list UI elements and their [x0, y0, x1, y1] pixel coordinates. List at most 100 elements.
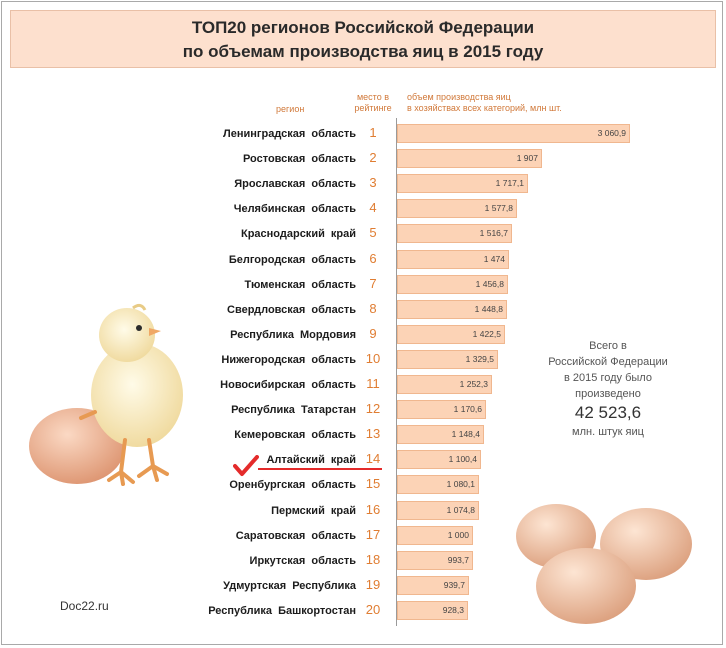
region-label: Краснодарский край — [240, 228, 356, 240]
region-label: Саратовская область — [235, 530, 356, 542]
rank-label: 19 — [365, 577, 381, 592]
rank-label: 17 — [365, 527, 381, 542]
region-label: Нижегородская область — [221, 354, 356, 366]
bar-value-label: 1 170,6 — [453, 404, 482, 414]
rank-label: 9 — [369, 326, 377, 341]
rank-label: 20 — [365, 602, 381, 617]
total-line-1: Всего в — [589, 340, 627, 352]
bar — [397, 325, 505, 344]
bar-value-label: 1 329,5 — [465, 354, 494, 364]
bar-value-label: 1 252,3 — [459, 379, 488, 389]
bar-value-label: 993,7 — [447, 555, 469, 565]
bar — [397, 300, 507, 319]
rank-label: 11 — [366, 376, 380, 391]
bar-value-label: 1 456,8 — [475, 279, 504, 289]
bar — [397, 400, 486, 419]
header-volume-line-1: объем производства яиц — [407, 92, 511, 102]
rank-label: 16 — [365, 502, 381, 517]
header-rank: место в рейтинге — [347, 92, 399, 114]
header-region: регион — [276, 104, 305, 114]
bar-value-label: 1 516,7 — [479, 228, 508, 238]
bar-value-label: 939,7 — [443, 580, 465, 590]
total-value: 42 523,6 — [574, 403, 642, 422]
bar-value-label: 3 060,9 — [597, 128, 626, 138]
header-rank-line-1: место в — [356, 92, 389, 102]
title-box: ТОП20 регионов Российской Федерации по о… — [10, 10, 716, 68]
region-label: Республика Мордовия — [230, 329, 356, 341]
bar-value-label: 1 907 — [516, 153, 538, 163]
bar-value-label: 1 577,8 — [484, 203, 513, 213]
source-label: Doc22.ru — [60, 599, 109, 613]
rank-label: 3 — [369, 175, 377, 190]
region-label: Оренбургская область — [229, 479, 356, 491]
region-label: Свердловская область — [227, 304, 356, 316]
bar — [397, 526, 473, 545]
bar — [397, 425, 484, 444]
bar-value-label: 1 717,1 — [495, 178, 524, 188]
bar — [397, 576, 469, 595]
bar — [397, 601, 468, 620]
bar — [397, 350, 498, 369]
region-label: Республика Башкортостан — [208, 605, 356, 617]
region-label: Пермский край — [271, 505, 356, 517]
bar — [397, 149, 542, 168]
bar — [397, 174, 528, 193]
region-label: Удмуртская Республика — [223, 580, 356, 592]
bar-value-label: 1 448,8 — [474, 304, 503, 314]
rank-label: 13 — [365, 426, 381, 441]
rank-label: 10 — [365, 351, 381, 366]
region-label: Иркутская область — [249, 555, 356, 567]
total-line-3: в 2015 году было — [564, 372, 652, 384]
region-label: Ярославская область — [234, 178, 356, 190]
bar — [397, 375, 492, 394]
checkmark-icon — [233, 455, 259, 476]
bar — [397, 475, 479, 494]
rank-label: 15 — [365, 476, 381, 491]
total-summary: Всего в Российской Федерации в 2015 году… — [528, 338, 688, 440]
region-label: Челябинская область — [233, 203, 356, 215]
bar-value-label: 1 074,8 — [446, 505, 475, 515]
region-label: Ленинградская область — [223, 128, 356, 140]
region-label: Тюменская область — [244, 279, 356, 291]
chick-icon — [29, 303, 183, 486]
region-label: Новосибирская область — [220, 379, 356, 391]
title-line-2: по объемам производства яиц в 2015 году — [182, 42, 544, 61]
bar — [397, 501, 479, 520]
header-rank-line-2: рейтинге — [354, 103, 392, 113]
rank-label: 4 — [369, 200, 377, 215]
bar-value-label: 1 100,4 — [448, 454, 477, 464]
bar — [397, 250, 509, 269]
region-label: Ростовская область — [242, 153, 356, 165]
rank-label: 2 — [369, 150, 377, 165]
chart-axis — [396, 118, 397, 626]
rank-label: 7 — [369, 276, 377, 291]
rank-label: 12 — [365, 401, 381, 416]
region-label: Алтайский край — [266, 454, 356, 466]
bar — [397, 224, 512, 243]
bar-value-label: 1 422,5 — [472, 329, 501, 339]
rank-label: 6 — [369, 251, 377, 266]
bar — [397, 551, 473, 570]
total-line-4: произведено — [575, 388, 641, 400]
bar — [397, 275, 508, 294]
rank-label: 1 — [369, 125, 377, 140]
bar-value-label: 1 148,4 — [451, 429, 480, 439]
bar — [397, 124, 630, 143]
bar-value-label: 1 080,1 — [446, 479, 475, 489]
rank-label: 18 — [365, 552, 381, 567]
rank-label: 5 — [369, 225, 377, 240]
title-line-1: ТОП20 регионов Российской Федерации — [191, 18, 535, 37]
region-label: Белгородская область — [228, 254, 356, 266]
total-line-2: Российской Федерации — [548, 356, 668, 368]
total-unit: млн. штук яиц — [572, 426, 644, 438]
bar — [397, 450, 481, 469]
bar-value-label: 928,3 — [442, 605, 464, 615]
region-label: Республика Татарстан — [231, 404, 356, 416]
region-label: Кемеровская область — [234, 429, 356, 441]
bar-value-label: 1 474 — [483, 254, 505, 264]
bar — [397, 199, 517, 218]
header-volume-line-2: в хозяйствах всех категорий, млн шт. — [407, 103, 562, 113]
rank-label: 14 — [365, 451, 381, 466]
rank-label: 8 — [369, 301, 377, 316]
highlight-underline — [258, 468, 382, 470]
